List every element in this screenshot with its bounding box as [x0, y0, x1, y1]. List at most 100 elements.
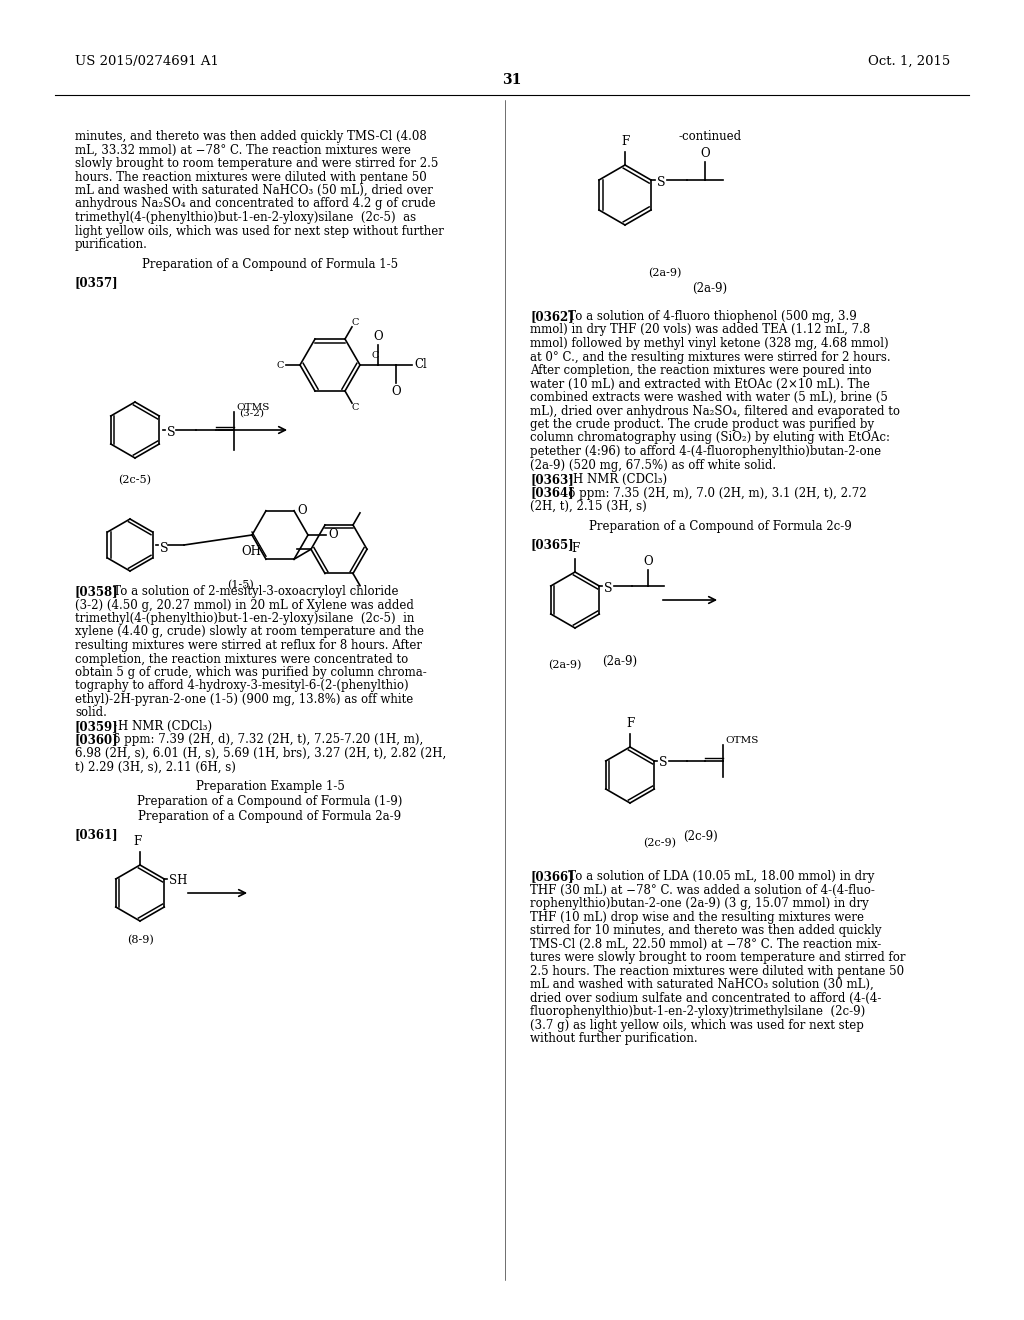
- Text: mL), dried over anhydrous Na₂SO₄, filtered and evaporated to: mL), dried over anhydrous Na₂SO₄, filter…: [530, 404, 900, 417]
- Text: C: C: [276, 360, 284, 370]
- Text: (2H, t), 2.15 (3H, s): (2H, t), 2.15 (3H, s): [530, 500, 647, 513]
- Text: (3-2): (3-2): [240, 409, 264, 418]
- Text: To a solution of 2-mesityl-3-oxoacryloyl chloride: To a solution of 2-mesityl-3-oxoacryloyl…: [101, 585, 398, 598]
- Text: rophenylthio)butan-2-one (2a-9) (3 g, 15.07 mmol) in dry: rophenylthio)butan-2-one (2a-9) (3 g, 15…: [530, 898, 868, 909]
- Text: (2c-9): (2c-9): [683, 830, 718, 843]
- Text: O: O: [328, 528, 338, 541]
- Text: (2c-5): (2c-5): [119, 475, 152, 486]
- Text: -continued: -continued: [679, 129, 741, 143]
- Text: [0358]: [0358]: [75, 585, 119, 598]
- Text: (2a-9) (520 mg, 67.5%) as off white solid.: (2a-9) (520 mg, 67.5%) as off white soli…: [530, 458, 776, 471]
- Text: (2c-9): (2c-9): [643, 838, 677, 849]
- Text: trimethyl(4-(phenylthio)but-1-en-2-yloxy)silane  (2c-5)  in: trimethyl(4-(phenylthio)but-1-en-2-yloxy…: [75, 612, 415, 624]
- Text: t) 2.29 (3H, s), 2.11 (6H, s): t) 2.29 (3H, s), 2.11 (6H, s): [75, 760, 236, 774]
- Text: O: O: [373, 330, 383, 343]
- Text: δ ppm: 7.35 (2H, m), 7.0 (2H, m), 3.1 (2H, t), 2.72: δ ppm: 7.35 (2H, m), 7.0 (2H, m), 3.1 (2…: [556, 487, 866, 499]
- Text: O: O: [643, 554, 653, 568]
- Text: Preparation of a Compound of Formula 1-5: Preparation of a Compound of Formula 1-5: [142, 257, 398, 271]
- Text: C: C: [351, 404, 358, 412]
- Text: C: C: [351, 318, 358, 326]
- Text: purification.: purification.: [75, 238, 147, 251]
- Text: C: C: [372, 351, 379, 359]
- Text: O: O: [391, 385, 400, 399]
- Text: S: S: [167, 426, 175, 440]
- Text: δ ppm: 7.39 (2H, d), 7.32 (2H, t), 7.25-7.20 (1H, m),: δ ppm: 7.39 (2H, d), 7.32 (2H, t), 7.25-…: [101, 734, 423, 747]
- Text: tures were slowly brought to room temperature and stirred for: tures were slowly brought to room temper…: [530, 950, 905, 964]
- Text: obtain 5 g of crude, which was purified by column chroma-: obtain 5 g of crude, which was purified …: [75, 667, 427, 678]
- Text: TMS-Cl (2.8 mL, 22.50 mmol) at −78° C. The reaction mix-: TMS-Cl (2.8 mL, 22.50 mmol) at −78° C. T…: [530, 937, 882, 950]
- Text: THF (10 mL) drop wise and the resulting mixtures were: THF (10 mL) drop wise and the resulting …: [530, 911, 864, 924]
- Text: To a solution of LDA (10.05 mL, 18.00 mmol) in dry: To a solution of LDA (10.05 mL, 18.00 mm…: [556, 870, 873, 883]
- Text: [0357]: [0357]: [75, 276, 119, 289]
- Text: [0364]: [0364]: [530, 487, 573, 499]
- Text: Preparation Example 1-5: Preparation Example 1-5: [196, 780, 344, 793]
- Text: anhydrous Na₂SO₄ and concentrated to afford 4.2 g of crude: anhydrous Na₂SO₄ and concentrated to aff…: [75, 198, 435, 210]
- Text: column chromatography using (SiO₂) by eluting with EtOAc:: column chromatography using (SiO₂) by el…: [530, 432, 890, 445]
- Text: (2a-9): (2a-9): [692, 282, 728, 294]
- Text: ¹H NMR (CDCl₃): ¹H NMR (CDCl₃): [556, 473, 667, 486]
- Text: [0363]: [0363]: [530, 473, 573, 486]
- Text: mL and washed with saturated NaHCO₃ solution (30 mL),: mL and washed with saturated NaHCO₃ solu…: [530, 978, 873, 991]
- Text: completion, the reaction mixtures were concentrated to: completion, the reaction mixtures were c…: [75, 652, 409, 665]
- Text: [0361]: [0361]: [75, 828, 119, 841]
- Text: (3.7 g) as light yellow oils, which was used for next step: (3.7 g) as light yellow oils, which was …: [530, 1019, 864, 1031]
- Text: solid.: solid.: [75, 706, 106, 719]
- Text: THF (30 mL) at −78° C. was added a solution of 4-(4-fluo-: THF (30 mL) at −78° C. was added a solut…: [530, 883, 874, 896]
- Text: US 2015/0274691 A1: US 2015/0274691 A1: [75, 55, 219, 69]
- Text: Preparation of a Compound of Formula (1-9): Preparation of a Compound of Formula (1-…: [137, 795, 402, 808]
- Text: at 0° C., and the resulting mixtures were stirred for 2 hours.: at 0° C., and the resulting mixtures wer…: [530, 351, 891, 363]
- Text: F: F: [570, 543, 580, 554]
- Text: petether (4:96) to afford 4-(4-fluorophenylthio)butan-2-one: petether (4:96) to afford 4-(4-fluorophe…: [530, 445, 881, 458]
- Text: (2a-9): (2a-9): [602, 655, 638, 668]
- Text: Preparation of a Compound of Formula 2a-9: Preparation of a Compound of Formula 2a-…: [138, 810, 401, 822]
- Text: 31: 31: [503, 73, 521, 87]
- Text: hours. The reaction mixtures were diluted with pentane 50: hours. The reaction mixtures were dilute…: [75, 170, 427, 183]
- Text: Cl: Cl: [414, 359, 427, 371]
- Text: (2a-9): (2a-9): [648, 268, 682, 279]
- Text: S: S: [657, 176, 666, 189]
- Text: O: O: [297, 504, 306, 517]
- Text: [0362]: [0362]: [530, 310, 573, 323]
- Text: O: O: [700, 147, 710, 160]
- Text: OTMS: OTMS: [725, 737, 759, 744]
- Text: ethyl)-2H-pyran-2-one (1-5) (900 mg, 13.8%) as off white: ethyl)-2H-pyran-2-one (1-5) (900 mg, 13.…: [75, 693, 414, 706]
- Text: (2a-9): (2a-9): [548, 660, 582, 671]
- Text: S: S: [160, 543, 169, 556]
- Text: (8-9): (8-9): [127, 935, 154, 945]
- Text: 6.98 (2H, s), 6.01 (H, s), 5.69 (1H, brs), 3.27 (2H, t), 2.82 (2H,: 6.98 (2H, s), 6.01 (H, s), 5.69 (1H, brs…: [75, 747, 446, 760]
- Text: Oct. 1, 2015: Oct. 1, 2015: [867, 55, 950, 69]
- Text: F: F: [133, 836, 141, 847]
- Text: F: F: [621, 135, 629, 148]
- Text: dried over sodium sulfate and concentrated to afford (4-(4-: dried over sodium sulfate and concentrat…: [530, 991, 882, 1005]
- Text: OH: OH: [241, 545, 261, 558]
- Text: stirred for 10 minutes, and thereto was then added quickly: stirred for 10 minutes, and thereto was …: [530, 924, 882, 937]
- Text: water (10 mL) and extracted with EtOAc (2×10 mL). The: water (10 mL) and extracted with EtOAc (…: [530, 378, 869, 391]
- Text: resulting mixtures were stirred at reflux for 8 hours. After: resulting mixtures were stirred at reflu…: [75, 639, 422, 652]
- Text: without further purification.: without further purification.: [530, 1032, 697, 1045]
- Text: slowly brought to room temperature and were stirred for 2.5: slowly brought to room temperature and w…: [75, 157, 438, 170]
- Text: tography to afford 4-hydroxy-3-mesityl-6-(2-(phenylthio): tography to afford 4-hydroxy-3-mesityl-6…: [75, 680, 409, 693]
- Text: F: F: [626, 717, 634, 730]
- Text: 2.5 hours. The reaction mixtures were diluted with pentane 50: 2.5 hours. The reaction mixtures were di…: [530, 965, 904, 978]
- Text: [0366]: [0366]: [530, 870, 573, 883]
- Text: To a solution of 4-fluoro thiophenol (500 mg, 3.9: To a solution of 4-fluoro thiophenol (50…: [556, 310, 856, 323]
- Text: get the crude product. The crude product was purified by: get the crude product. The crude product…: [530, 418, 874, 432]
- Text: (3-2) (4.50 g, 20.27 mmol) in 20 mL of Xylene was added: (3-2) (4.50 g, 20.27 mmol) in 20 mL of X…: [75, 598, 414, 611]
- Text: [0365]: [0365]: [530, 539, 573, 550]
- Text: mL and washed with saturated NaHCO₃ (50 mL), dried over: mL and washed with saturated NaHCO₃ (50 …: [75, 183, 433, 197]
- Text: mmol) in dry THF (20 vols) was added TEA (1.12 mL, 7.8: mmol) in dry THF (20 vols) was added TEA…: [530, 323, 870, 337]
- Text: xylene (4.40 g, crude) slowly at room temperature and the: xylene (4.40 g, crude) slowly at room te…: [75, 626, 424, 639]
- Text: S: S: [659, 756, 668, 770]
- Text: After completion, the reaction mixtures were poured into: After completion, the reaction mixtures …: [530, 364, 871, 378]
- Text: Preparation of a Compound of Formula 2c-9: Preparation of a Compound of Formula 2c-…: [589, 520, 851, 533]
- Text: [0360]: [0360]: [75, 734, 119, 747]
- Text: SH: SH: [169, 874, 187, 887]
- Text: combined extracts were washed with water (5 mL), brine (5: combined extracts were washed with water…: [530, 391, 888, 404]
- Text: S: S: [604, 582, 612, 594]
- Text: minutes, and thereto was then added quickly TMS-Cl (4.08: minutes, and thereto was then added quic…: [75, 129, 427, 143]
- Text: ¹H NMR (CDCl₃): ¹H NMR (CDCl₃): [101, 719, 212, 733]
- Text: mmol) followed by methyl vinyl ketone (328 mg, 4.68 mmol): mmol) followed by methyl vinyl ketone (3…: [530, 337, 889, 350]
- Text: trimethyl(4-(phenylthio)but-1-en-2-yloxy)silane  (2c-5)  as: trimethyl(4-(phenylthio)but-1-en-2-yloxy…: [75, 211, 416, 224]
- Text: OTMS: OTMS: [236, 403, 269, 412]
- Text: (1-5): (1-5): [226, 579, 253, 590]
